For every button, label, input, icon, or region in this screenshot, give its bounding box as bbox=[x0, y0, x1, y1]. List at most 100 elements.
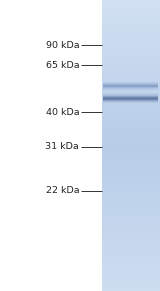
Bar bbox=[102, 125, 160, 127]
Bar bbox=[102, 61, 160, 63]
Bar bbox=[102, 89, 160, 90]
Bar bbox=[102, 198, 160, 199]
Bar bbox=[102, 7, 160, 9]
Bar bbox=[102, 73, 160, 74]
Bar bbox=[102, 263, 160, 265]
Bar bbox=[102, 115, 160, 116]
Bar bbox=[102, 3, 160, 4]
Bar bbox=[102, 106, 160, 108]
Bar bbox=[102, 178, 160, 179]
Bar bbox=[102, 148, 160, 150]
Bar bbox=[102, 92, 160, 93]
Bar bbox=[102, 214, 160, 215]
Bar bbox=[102, 266, 160, 268]
Bar bbox=[102, 33, 160, 35]
Bar bbox=[102, 243, 160, 244]
Bar bbox=[102, 186, 160, 188]
Bar bbox=[102, 212, 160, 214]
Bar bbox=[102, 220, 160, 221]
Bar bbox=[102, 250, 160, 252]
Bar bbox=[102, 159, 160, 160]
Bar bbox=[102, 275, 160, 276]
Bar bbox=[102, 96, 160, 97]
Bar bbox=[102, 128, 160, 129]
Bar bbox=[102, 36, 160, 38]
Bar bbox=[102, 230, 160, 231]
Bar bbox=[102, 215, 160, 217]
Bar bbox=[102, 285, 160, 287]
Bar bbox=[102, 47, 160, 48]
Bar bbox=[102, 48, 160, 49]
Bar bbox=[102, 19, 160, 20]
Bar bbox=[102, 279, 160, 281]
Bar bbox=[102, 64, 160, 65]
Bar bbox=[102, 124, 160, 125]
Bar bbox=[102, 202, 160, 204]
Bar bbox=[102, 10, 160, 12]
Bar bbox=[102, 93, 160, 95]
Bar bbox=[102, 23, 160, 25]
Bar bbox=[102, 224, 160, 226]
Bar bbox=[102, 100, 160, 102]
Bar bbox=[102, 60, 160, 61]
Bar bbox=[102, 84, 160, 86]
Bar bbox=[102, 194, 160, 195]
Bar bbox=[102, 255, 160, 256]
Bar bbox=[102, 259, 160, 260]
Bar bbox=[102, 95, 160, 96]
Bar bbox=[102, 116, 160, 118]
Bar bbox=[102, 135, 160, 137]
Bar bbox=[102, 288, 160, 290]
Bar bbox=[102, 51, 160, 52]
Bar bbox=[102, 28, 160, 29]
Bar bbox=[102, 58, 160, 60]
Bar bbox=[102, 103, 160, 105]
Bar bbox=[102, 67, 160, 68]
Bar bbox=[102, 170, 160, 172]
Bar bbox=[102, 188, 160, 189]
Bar bbox=[102, 29, 160, 31]
Bar bbox=[102, 201, 160, 202]
Bar bbox=[102, 119, 160, 121]
Bar bbox=[102, 164, 160, 166]
Bar bbox=[102, 180, 160, 182]
Bar bbox=[102, 144, 160, 146]
Bar bbox=[102, 191, 160, 192]
Bar bbox=[102, 99, 160, 100]
Bar bbox=[102, 287, 160, 288]
Bar bbox=[102, 276, 160, 278]
Bar bbox=[102, 129, 160, 131]
Bar bbox=[102, 281, 160, 282]
Bar bbox=[102, 45, 160, 47]
Bar bbox=[102, 9, 160, 10]
Bar bbox=[102, 153, 160, 154]
Bar bbox=[102, 13, 160, 15]
Bar bbox=[102, 131, 160, 132]
Bar bbox=[102, 183, 160, 185]
Bar bbox=[102, 265, 160, 266]
Bar bbox=[102, 228, 160, 230]
Bar bbox=[102, 68, 160, 70]
Bar bbox=[102, 102, 160, 103]
Text: 65 kDa: 65 kDa bbox=[46, 61, 79, 70]
Bar bbox=[102, 143, 160, 144]
Bar bbox=[102, 65, 160, 67]
Bar bbox=[102, 140, 160, 141]
Bar bbox=[102, 278, 160, 279]
Bar bbox=[102, 74, 160, 76]
Bar bbox=[102, 0, 160, 1]
Bar bbox=[102, 221, 160, 223]
Bar bbox=[102, 49, 160, 51]
Bar bbox=[102, 39, 160, 41]
Bar bbox=[102, 109, 160, 111]
Bar bbox=[102, 17, 160, 19]
Bar bbox=[102, 121, 160, 122]
Bar bbox=[102, 284, 160, 285]
Text: 40 kDa: 40 kDa bbox=[46, 108, 79, 116]
Bar bbox=[102, 57, 160, 58]
Bar bbox=[102, 6, 160, 7]
Bar bbox=[102, 111, 160, 112]
Bar bbox=[102, 234, 160, 236]
Bar bbox=[102, 160, 160, 162]
Bar bbox=[102, 1, 160, 3]
